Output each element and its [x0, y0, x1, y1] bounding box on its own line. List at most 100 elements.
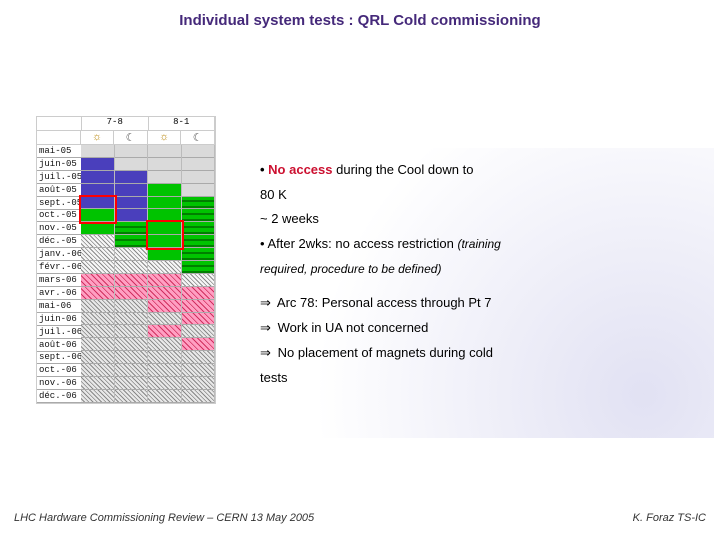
chart-cell — [148, 338, 181, 351]
chart-cell — [81, 390, 114, 403]
chart-row-label: mars-06 — [37, 274, 81, 287]
chart-row-label: juil.-06 — [37, 326, 81, 339]
chart-cell — [81, 287, 114, 300]
chart-cell — [115, 377, 148, 390]
panel-line: ⇒ Arc 78: Personal access through Pt 7 — [260, 291, 700, 316]
chart-cell — [115, 235, 148, 248]
chart-cell — [148, 197, 181, 210]
panel-line: ~ 2 weeks — [260, 207, 700, 232]
chart-row-label: avr.-06 — [37, 287, 81, 300]
chart-cell — [148, 364, 181, 377]
chart-cell — [115, 300, 148, 313]
chart-row-label: août-05 — [37, 184, 81, 197]
chart-col-header: 7-8 — [82, 117, 149, 131]
chart-row-label: mai-05 — [37, 145, 81, 158]
chart-cell — [182, 351, 215, 364]
panel-line: • After 2wks: no access restriction (tra… — [260, 232, 700, 257]
chart-cell — [81, 313, 114, 326]
chart-cell — [81, 325, 114, 338]
chart-cell — [182, 325, 215, 338]
chart-cell — [148, 184, 181, 197]
panel-line: • No access during the Cool down to — [260, 158, 700, 183]
highlight-box — [79, 195, 117, 225]
chart-cell — [148, 325, 181, 338]
chart-cell — [182, 158, 215, 171]
chart-row-label: févr.-06 — [37, 261, 81, 274]
chart-cell — [81, 274, 114, 287]
chart-cell — [81, 261, 114, 274]
chart-col-header: 8-1 — [149, 117, 216, 131]
chart-row-label: déc.-05 — [37, 235, 81, 248]
chart-cell — [182, 197, 215, 210]
chart-row-label: janv.-06 — [37, 248, 81, 261]
chart-row-label: août-06 — [37, 339, 81, 352]
chart-cell — [182, 390, 215, 403]
moon-icon: ☾ — [193, 131, 203, 144]
chart-cell — [148, 274, 181, 287]
chart-row-label: mai-06 — [37, 300, 81, 313]
chart-cell — [115, 351, 148, 364]
chart-cell — [148, 287, 181, 300]
chart-cell — [81, 145, 114, 158]
chart-row-label: nov.-06 — [37, 377, 81, 390]
chart-grid: mai-05juin-05juil.-05août-05sept.-05oct.… — [37, 145, 215, 403]
panel-line: 80 K — [260, 183, 700, 208]
chart-cell — [148, 171, 181, 184]
chart-header: 7-88-1 — [37, 117, 215, 131]
arrow-icon: ⇒ — [260, 316, 274, 341]
chart-cell — [115, 364, 148, 377]
panel-line: ⇒ No placement of magnets during cold — [260, 341, 700, 366]
chart-cell — [148, 351, 181, 364]
chart-cell — [148, 313, 181, 326]
chart-cell — [182, 222, 215, 235]
chart-cell — [115, 184, 148, 197]
chart-cell — [81, 171, 114, 184]
chart-row-labels: mai-05juin-05juil.-05août-05sept.-05oct.… — [37, 145, 81, 403]
content-panel: • No access during the Cool down to80 K~… — [246, 148, 714, 438]
chart-cell — [115, 209, 148, 222]
chart-cell — [148, 377, 181, 390]
chart-cell — [81, 338, 114, 351]
moon-icon: ☾ — [126, 131, 136, 144]
chart-cell — [182, 287, 215, 300]
chart-cell — [115, 325, 148, 338]
chart-cell — [115, 222, 148, 235]
chart-cell — [182, 364, 215, 377]
chart-cell — [81, 248, 114, 261]
chart-cell — [182, 377, 215, 390]
chart-cell — [182, 145, 215, 158]
chart-cell — [182, 171, 215, 184]
chart-cell — [81, 364, 114, 377]
highlight-box — [146, 220, 184, 250]
arrow-icon: ⇒ — [260, 291, 274, 316]
chart-cell — [148, 145, 181, 158]
footer-right: K. Foraz TS-IC — [633, 512, 706, 524]
chart-cell — [81, 377, 114, 390]
chart-row-label: déc.-06 — [37, 390, 81, 403]
chart-cell — [182, 313, 215, 326]
chart-cell — [148, 158, 181, 171]
chart-cell — [81, 351, 114, 364]
chart-cell — [182, 248, 215, 261]
chart-row-label: sept.-05 — [37, 197, 81, 210]
arrow-icon: ⇒ — [260, 341, 274, 366]
page-title: Individual system tests : QRL Cold commi… — [0, 12, 720, 29]
chart-cell — [115, 261, 148, 274]
chart-row-label: juil.-05 — [37, 171, 81, 184]
chart-cell — [115, 338, 148, 351]
panel-line: tests — [260, 366, 700, 391]
sun-icon: ☼ — [92, 131, 102, 143]
chart-cell — [115, 274, 148, 287]
chart-cell — [115, 390, 148, 403]
chart-cell — [182, 184, 215, 197]
chart-cell — [182, 274, 215, 287]
chart-row-label: juin-06 — [37, 313, 81, 326]
chart-cell — [182, 261, 215, 274]
chart-cell — [81, 158, 114, 171]
chart-cell — [81, 235, 114, 248]
chart-columns — [81, 145, 215, 403]
chart-cell — [115, 287, 148, 300]
chart-cell — [182, 300, 215, 313]
chart-cell — [182, 209, 215, 222]
chart-row-label: juin-05 — [37, 158, 81, 171]
